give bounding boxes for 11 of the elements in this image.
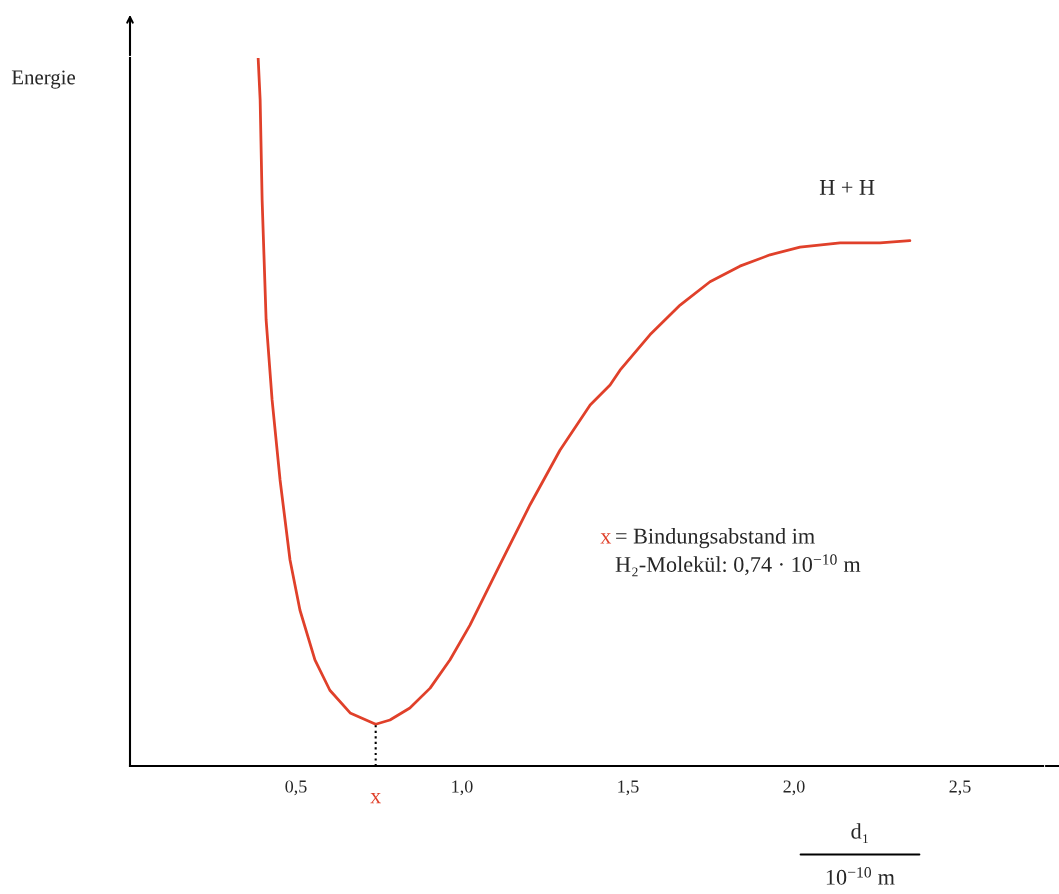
annotation: H + H bbox=[819, 180, 875, 195]
x-tick-label: 1,5 bbox=[618, 780, 639, 796]
text: d₁ 10$^{−10}$ m bbox=[826, 823, 895, 885]
y-axis-title: Energie bbox=[11, 70, 75, 89]
x-tick-label: 1,0 bbox=[452, 780, 473, 796]
ref-line-label: x bbox=[370, 793, 381, 804]
text: x bbox=[600, 533, 612, 544]
annotation: = Bindungsabstand im H₂-Molekül: 0,74 · 10$^{−10}$ m bbox=[615, 528, 861, 577]
x-tick-label: 0,5 bbox=[285, 780, 307, 796]
x-tick-label: 2,0 bbox=[783, 780, 805, 796]
x-tick-label: 2,5 bbox=[949, 780, 971, 796]
